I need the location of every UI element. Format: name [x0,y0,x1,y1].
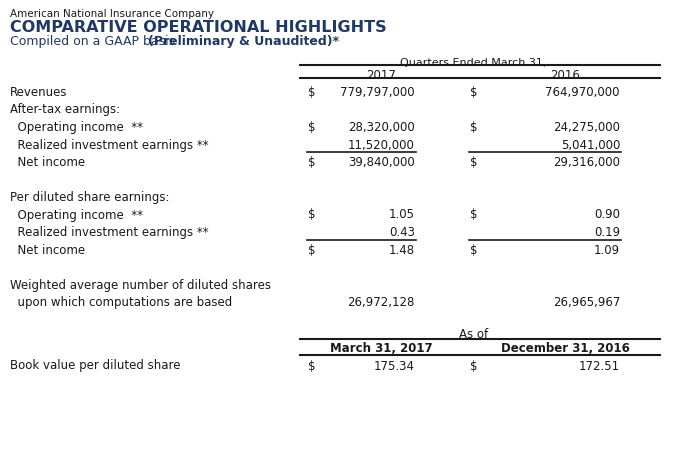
Text: $: $ [470,208,477,221]
Text: 11,520,000: 11,520,000 [348,139,415,151]
Text: $: $ [470,359,477,373]
Text: Realized investment earnings **: Realized investment earnings ** [10,139,209,151]
Text: 0.43: 0.43 [389,226,415,239]
Text: As of: As of [459,327,488,340]
Text: 0.19: 0.19 [594,226,620,239]
Text: 779,797,000: 779,797,000 [340,86,415,99]
Text: 764,970,000: 764,970,000 [546,86,620,99]
Text: Revenues: Revenues [10,86,68,99]
Text: 26,972,128: 26,972,128 [347,296,415,309]
Text: $: $ [308,244,315,257]
Text: After-tax earnings:: After-tax earnings: [10,103,120,117]
Text: Realized investment earnings **: Realized investment earnings ** [10,226,209,239]
Text: 1.48: 1.48 [389,244,415,257]
Text: 5,041,000: 5,041,000 [560,139,620,151]
Text: $: $ [308,359,315,373]
Text: 39,840,000: 39,840,000 [348,156,415,169]
Text: Per diluted share earnings:: Per diluted share earnings: [10,191,170,204]
Text: upon which computations are based: upon which computations are based [10,296,232,309]
Text: Net income: Net income [10,156,85,169]
Text: 1.09: 1.09 [594,244,620,257]
Text: $: $ [308,86,315,99]
Text: 172.51: 172.51 [579,359,620,373]
Text: December 31, 2016: December 31, 2016 [500,341,629,355]
Text: Operating income  **: Operating income ** [10,121,143,134]
Text: $: $ [308,121,315,134]
Text: Compiled on a GAAP basis: Compiled on a GAAP basis [10,35,179,48]
Text: COMPARATIVE OPERATIONAL HIGHLIGHTS: COMPARATIVE OPERATIONAL HIGHLIGHTS [10,20,386,35]
Text: Book value per diluted share: Book value per diluted share [10,359,180,373]
Text: 2016: 2016 [550,69,580,82]
Text: $: $ [470,156,477,169]
Text: $: $ [308,208,315,221]
Text: Quarters Ended March 31,: Quarters Ended March 31, [400,58,546,68]
Text: 2017: 2017 [367,69,397,82]
Text: 175.34: 175.34 [374,359,415,373]
Text: 28,320,000: 28,320,000 [348,121,415,134]
Text: (Preliminary & Unaudited)*: (Preliminary & Unaudited)* [148,35,339,48]
Text: $: $ [308,156,315,169]
Text: Operating income  **: Operating income ** [10,208,143,221]
Text: 26,965,967: 26,965,967 [553,296,620,309]
Text: 29,316,000: 29,316,000 [553,156,620,169]
Text: 24,275,000: 24,275,000 [553,121,620,134]
Text: Net income: Net income [10,244,85,257]
Text: 0.90: 0.90 [594,208,620,221]
Text: March 31, 2017: March 31, 2017 [330,341,433,355]
Text: Weighted average number of diluted shares: Weighted average number of diluted share… [10,278,271,291]
Text: $: $ [470,86,477,99]
Text: American National Insurance Company: American National Insurance Company [10,9,214,19]
Text: $: $ [470,121,477,134]
Text: 1.05: 1.05 [389,208,415,221]
Text: $: $ [470,244,477,257]
